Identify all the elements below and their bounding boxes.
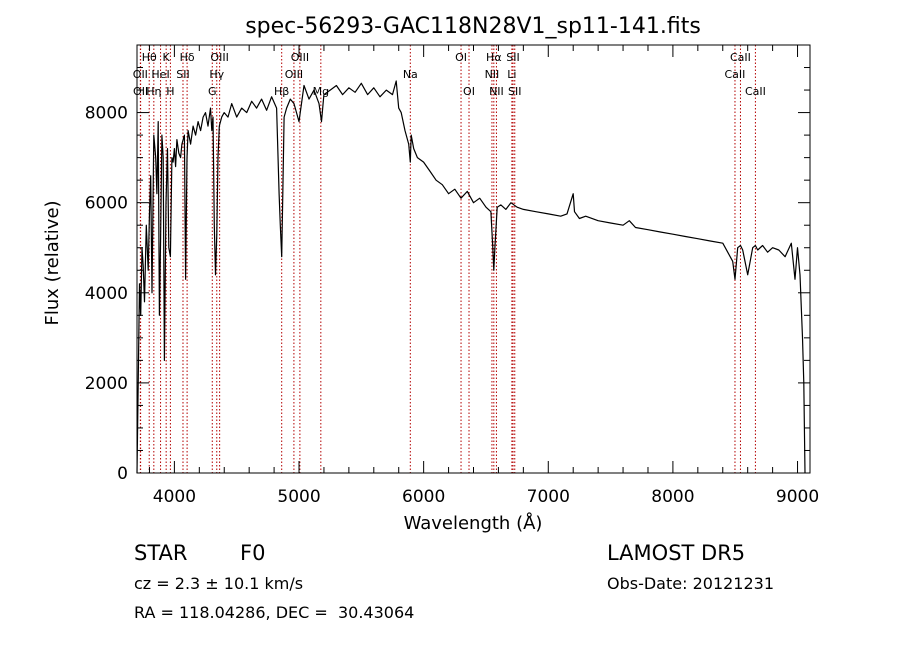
line-label-23: Mg	[313, 85, 329, 98]
line-label-5: OI	[455, 51, 467, 64]
line-label-14: Na	[403, 68, 418, 81]
line-label-12: Hγ	[209, 68, 224, 81]
chart-title: spec-56293-GAC118N28V1_sp11-141.fits	[245, 14, 701, 39]
line-label-7: SII	[506, 51, 519, 64]
line-label-18: OII	[133, 85, 148, 98]
line-label-24: OI	[463, 85, 475, 98]
y-axis-label: Flux (relative)	[42, 200, 63, 325]
spectrum-series-line	[136, 80, 806, 474]
redshift-velocity: cz = 2.3 ± 10.1 km/s	[134, 574, 304, 593]
spectral-subclass: F0	[240, 541, 266, 565]
line-label-3: OIII	[210, 51, 228, 64]
line-label-16: Li	[507, 68, 516, 81]
line-label-13: OIII	[285, 68, 303, 81]
line-label-19: Hη	[146, 85, 161, 98]
x-tick-label-2: 6000	[402, 487, 445, 507]
line-label-1: K	[163, 51, 171, 64]
sky-coordinates: RA = 118.04286, DEC = 30.43064	[134, 603, 415, 622]
line-label-21: G	[208, 85, 217, 98]
x-tick-label-5: 9000	[776, 487, 819, 507]
survey-name: LAMOST DR5	[607, 541, 746, 565]
x-tick-label-4: 8000	[651, 487, 694, 507]
line-label-20: H	[166, 85, 174, 98]
y-tick-label-4: 8000	[85, 104, 128, 124]
line-label-2: Hδ	[180, 51, 195, 64]
plot-frame	[136, 44, 811, 474]
line-label-10: HeI	[151, 68, 169, 81]
line-label-4: OIII	[291, 51, 309, 64]
x-tick-label-1: 5000	[277, 487, 320, 507]
y-tick-label-0: 0	[117, 464, 128, 484]
axis-ticks: 4000 5000 6000 7000 8000 9000 0 2000 4000 6000 800…	[85, 45, 819, 507]
x-tick-label-3: 7000	[527, 487, 570, 507]
line-label-25: NII	[489, 85, 504, 98]
line-label-17: CaII	[725, 68, 746, 81]
object-class: STAR	[134, 541, 188, 565]
observation-date: Obs-Date: 20121231	[607, 574, 775, 593]
line-label-27: CaII	[745, 85, 766, 98]
x-axis-label: Wavelength (Å)	[404, 512, 543, 534]
line-label-22: Hβ	[274, 85, 289, 98]
line-label-26: SII	[508, 85, 521, 98]
line-label-15: NII	[485, 68, 500, 81]
line-label-6: Hα	[486, 51, 502, 64]
emission-line-markers	[139, 45, 756, 473]
y-tick-label-1: 2000	[85, 374, 128, 394]
line-labels: Hθ K Hδ OIII OIII OI Hα SII CaII OII HeI SII Hγ OIII N…	[133, 51, 766, 98]
line-label-9: OII	[133, 68, 148, 81]
y-tick-label-3: 6000	[85, 194, 128, 214]
y-tick-label-2: 4000	[85, 284, 128, 304]
line-label-8: CaII	[730, 51, 751, 64]
line-label-11: SII	[176, 68, 189, 81]
x-tick-label-0: 4000	[153, 487, 196, 507]
line-label-0: Hθ	[142, 51, 157, 64]
